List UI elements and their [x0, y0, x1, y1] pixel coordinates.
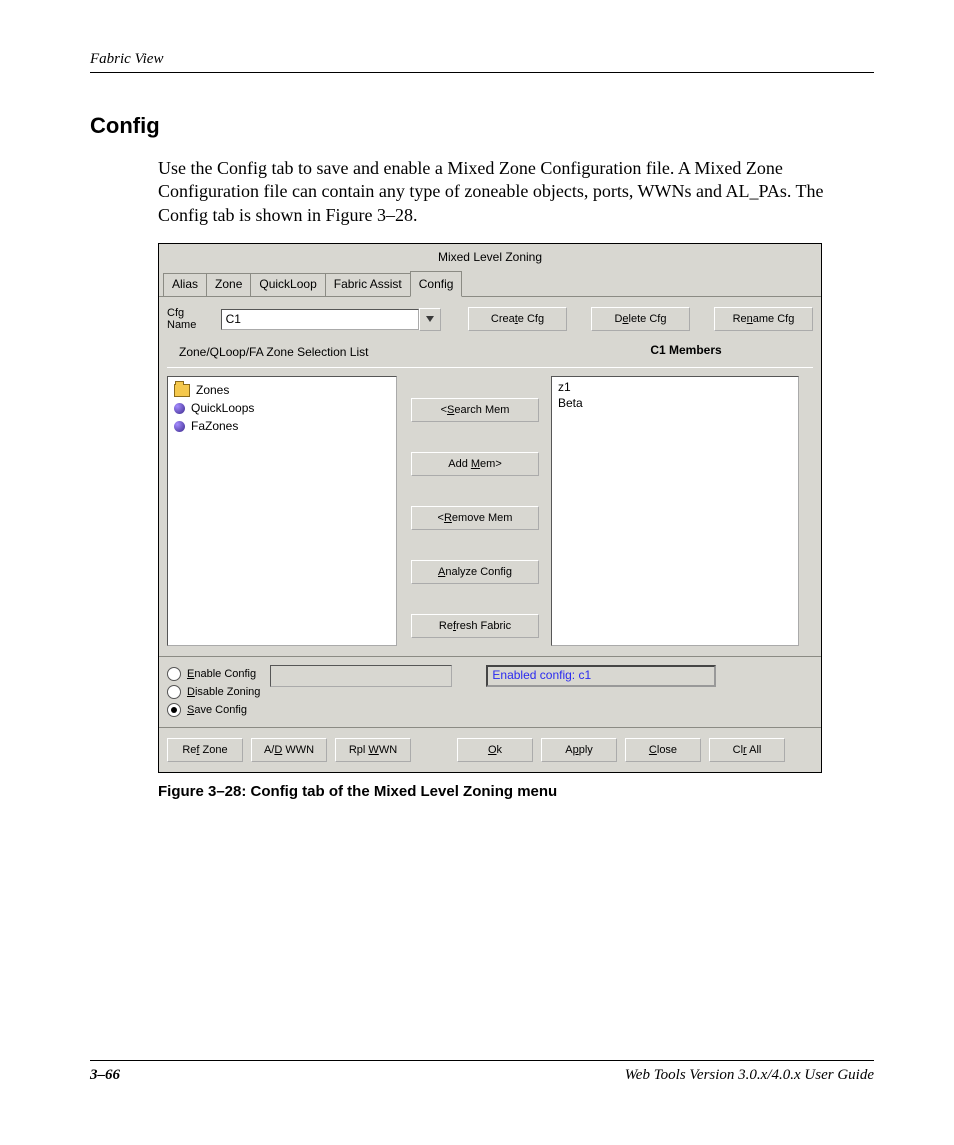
- save-config-radio[interactable]: Save Config: [167, 703, 260, 717]
- radio-icon: [167, 667, 181, 681]
- window-title: Mixed Level Zoning: [159, 244, 821, 270]
- member-item[interactable]: Beta: [558, 395, 792, 411]
- members-list[interactable]: z1 Beta: [551, 376, 799, 646]
- clr-all-button[interactable]: Clr All: [709, 738, 785, 762]
- disable-zoning-radio[interactable]: Disable Zoning: [167, 685, 260, 699]
- close-button[interactable]: Close: [625, 738, 701, 762]
- add-mem-button[interactable]: Add Mem>: [411, 452, 539, 476]
- cfg-name-dropdown-button[interactable]: [419, 308, 441, 331]
- page-number: 3–66: [90, 1067, 120, 1084]
- ok-button[interactable]: Ok: [457, 738, 533, 762]
- enabled-config-status: Enabled config: c1: [486, 665, 716, 687]
- rpl-wwn-button[interactable]: Rpl WWN: [335, 738, 411, 762]
- selection-tree[interactable]: Zones QuickLoops FaZones: [167, 376, 397, 646]
- tab-quickloop[interactable]: QuickLoop: [250, 273, 325, 296]
- page-footer: 3–66 Web Tools Version 3.0.x/4.0.x User …: [90, 1060, 874, 1084]
- section-body: Use the Config tab to save and enable a …: [158, 157, 874, 227]
- cfg-name-input[interactable]: [221, 309, 419, 330]
- folder-icon: [174, 384, 190, 397]
- cfg-name-combo[interactable]: [221, 308, 441, 331]
- config-action-field: [270, 665, 452, 687]
- tree-item-quickloops[interactable]: QuickLoops: [174, 399, 390, 417]
- members-title: C1 Members: [559, 341, 813, 365]
- apply-button[interactable]: Apply: [541, 738, 617, 762]
- bottom-button-bar: Ref Zone A/D WWN Rpl WWN Ok Apply Close …: [159, 727, 821, 772]
- section-title: Config: [90, 113, 874, 139]
- chevron-down-icon: [426, 316, 434, 322]
- tree-label: FaZones: [191, 417, 238, 435]
- figure-caption: Figure 3–28: Config tab of the Mixed Lev…: [158, 783, 874, 800]
- tab-fabric-assist[interactable]: Fabric Assist: [325, 273, 411, 296]
- zoning-window: Mixed Level Zoning Alias Zone QuickLoop …: [158, 243, 822, 773]
- rename-cfg-button[interactable]: Rename Cfg: [714, 307, 813, 331]
- cfg-name-label: Cfg Name: [167, 307, 215, 331]
- ad-wwn-button[interactable]: A/D WWN: [251, 738, 327, 762]
- radio-icon: [167, 685, 181, 699]
- tree-label: Zones: [196, 381, 229, 399]
- analyze-config-button[interactable]: Analyze Config: [411, 560, 539, 584]
- remove-mem-button[interactable]: <Remove Mem: [411, 506, 539, 530]
- config-action-area: Enable Config Disable Zoning Save Config…: [159, 656, 821, 727]
- tree-item-fazones[interactable]: FaZones: [174, 417, 390, 435]
- selection-list-title: Zone/QLoop/FA Zone Selection List: [167, 341, 559, 367]
- member-item[interactable]: z1: [558, 379, 792, 395]
- tab-bar: Alias Zone QuickLoop Fabric Assist Confi…: [159, 270, 821, 296]
- tab-config[interactable]: Config: [410, 271, 463, 297]
- ball-icon: [174, 421, 185, 432]
- page-header: Fabric View: [90, 51, 163, 67]
- search-mem-button[interactable]: <Search Mem: [411, 398, 539, 422]
- enable-config-radio[interactable]: Enable Config: [167, 667, 260, 681]
- guide-title: Web Tools Version 3.0.x/4.0.x User Guide: [625, 1067, 874, 1084]
- refresh-fabric-button[interactable]: Refresh Fabric: [411, 614, 539, 638]
- ball-icon: [174, 403, 185, 414]
- tab-alias[interactable]: Alias: [163, 273, 207, 296]
- tab-zone[interactable]: Zone: [206, 273, 251, 296]
- ref-zone-button[interactable]: Ref Zone: [167, 738, 243, 762]
- tree-label: QuickLoops: [191, 399, 254, 417]
- radio-icon: [167, 703, 181, 717]
- config-panel: Cfg Name Create Cfg Delete Cfg: [159, 296, 821, 656]
- create-cfg-button[interactable]: Create Cfg: [468, 307, 567, 331]
- tree-item-zones[interactable]: Zones: [174, 381, 390, 399]
- delete-cfg-button[interactable]: Delete Cfg: [591, 307, 690, 331]
